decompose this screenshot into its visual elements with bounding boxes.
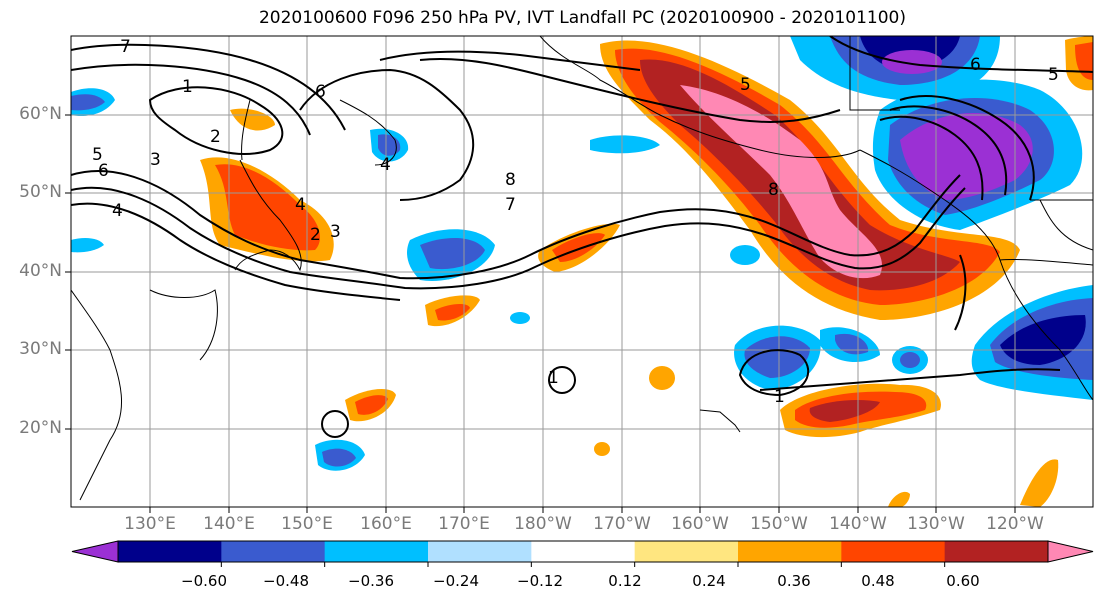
colorbar-segment: [531, 541, 636, 562]
colorbar-segment: [944, 541, 1049, 562]
contour-label: 4: [112, 201, 123, 221]
colorbar-tick-label: −0.48: [263, 572, 309, 590]
colorbar-segment: [634, 541, 739, 562]
lon-label: 170°E: [438, 514, 490, 534]
colorbar-segment: [324, 541, 429, 562]
contour-label: 2: [210, 127, 221, 147]
contour-label: 6: [970, 55, 981, 75]
contour-label: 3: [330, 222, 341, 242]
contour-label: 3: [150, 150, 161, 170]
lon-label: 160°E: [360, 514, 412, 534]
colorbar-segment: [221, 541, 326, 562]
contour-label: 1: [548, 368, 559, 388]
lat-label-60n: 60°N: [19, 104, 62, 124]
contour-label: 6: [98, 161, 109, 181]
contour-label: 5: [740, 75, 751, 95]
colorbar-tick-label: 0.48: [861, 572, 895, 590]
colorbar-outline: [117, 540, 1049, 563]
shading-layer: [71, 36, 1093, 507]
lon-label: 130°W: [907, 514, 965, 534]
contour-label: 5: [1048, 65, 1059, 85]
contour-label: 1: [182, 77, 193, 97]
colorbar-segment: [738, 541, 842, 562]
colorbar-tick-label: −0.12: [517, 572, 563, 590]
colorbar-tick-label: −0.36: [348, 572, 394, 590]
lat-label-50n: 50°N: [19, 182, 62, 202]
lon-label: 130°E: [124, 514, 176, 534]
lon-label: 120°W: [986, 514, 1044, 534]
colorbar-tick-label: −0.24: [433, 572, 479, 590]
map-title: 2020100600 F096 250 hPa PV, IVT Landfall…: [258, 8, 906, 28]
lat-label-40n: 40°N: [19, 261, 62, 281]
colorbar-tick-label: 0.24: [692, 572, 726, 590]
colorbar-segment: [428, 541, 532, 562]
colorbar-tick-label: −0.60: [181, 572, 227, 590]
positive-anomaly-core: [680, 85, 882, 279]
lat-label-20n: 20°N: [19, 418, 62, 438]
contour-label: 8: [505, 170, 516, 190]
lon-label: 180°W: [514, 514, 572, 534]
contour-label: 1: [774, 387, 785, 407]
gridlines: [71, 36, 1093, 507]
colorbar-tick-label: 0.12: [608, 572, 642, 590]
contour-label: 5: [92, 145, 103, 165]
colorbar-extend-high: [1047, 540, 1094, 563]
contour-label-group: 1 2 3 4 5 6 7 8 1 2 3 4 5 6 7 8 6 5 4 1: [92, 37, 1059, 407]
lon-label: 140°W: [829, 514, 887, 534]
colorbar-tick-label: 0.60: [946, 572, 980, 590]
coastlines: [71, 36, 1093, 501]
colorbar-tick-label: 0.36: [777, 572, 811, 590]
colorbar-segment: [841, 541, 946, 562]
contour-label: 4: [295, 195, 306, 215]
contour-label: 6: [315, 82, 326, 102]
lon-label: 150°E: [281, 514, 333, 534]
contour-label: 8: [768, 180, 779, 200]
contour-label: 7: [120, 37, 131, 57]
contour-label: 2: [310, 225, 321, 245]
lon-label: 160°W: [671, 514, 729, 534]
pv-contours: [71, 36, 1093, 438]
axis-ticks: [65, 114, 1016, 513]
colorbar-extend-low: [71, 540, 119, 563]
colorbar-segment: [118, 541, 222, 562]
lon-label: 140°E: [203, 514, 255, 534]
contour-label: 7: [505, 195, 516, 215]
contour-label: 4: [380, 155, 391, 175]
lat-label-30n: 30°N: [19, 339, 62, 359]
lon-label: 150°W: [750, 514, 808, 534]
lon-label: 170°W: [593, 514, 651, 534]
colorbar: [71, 540, 1094, 567]
